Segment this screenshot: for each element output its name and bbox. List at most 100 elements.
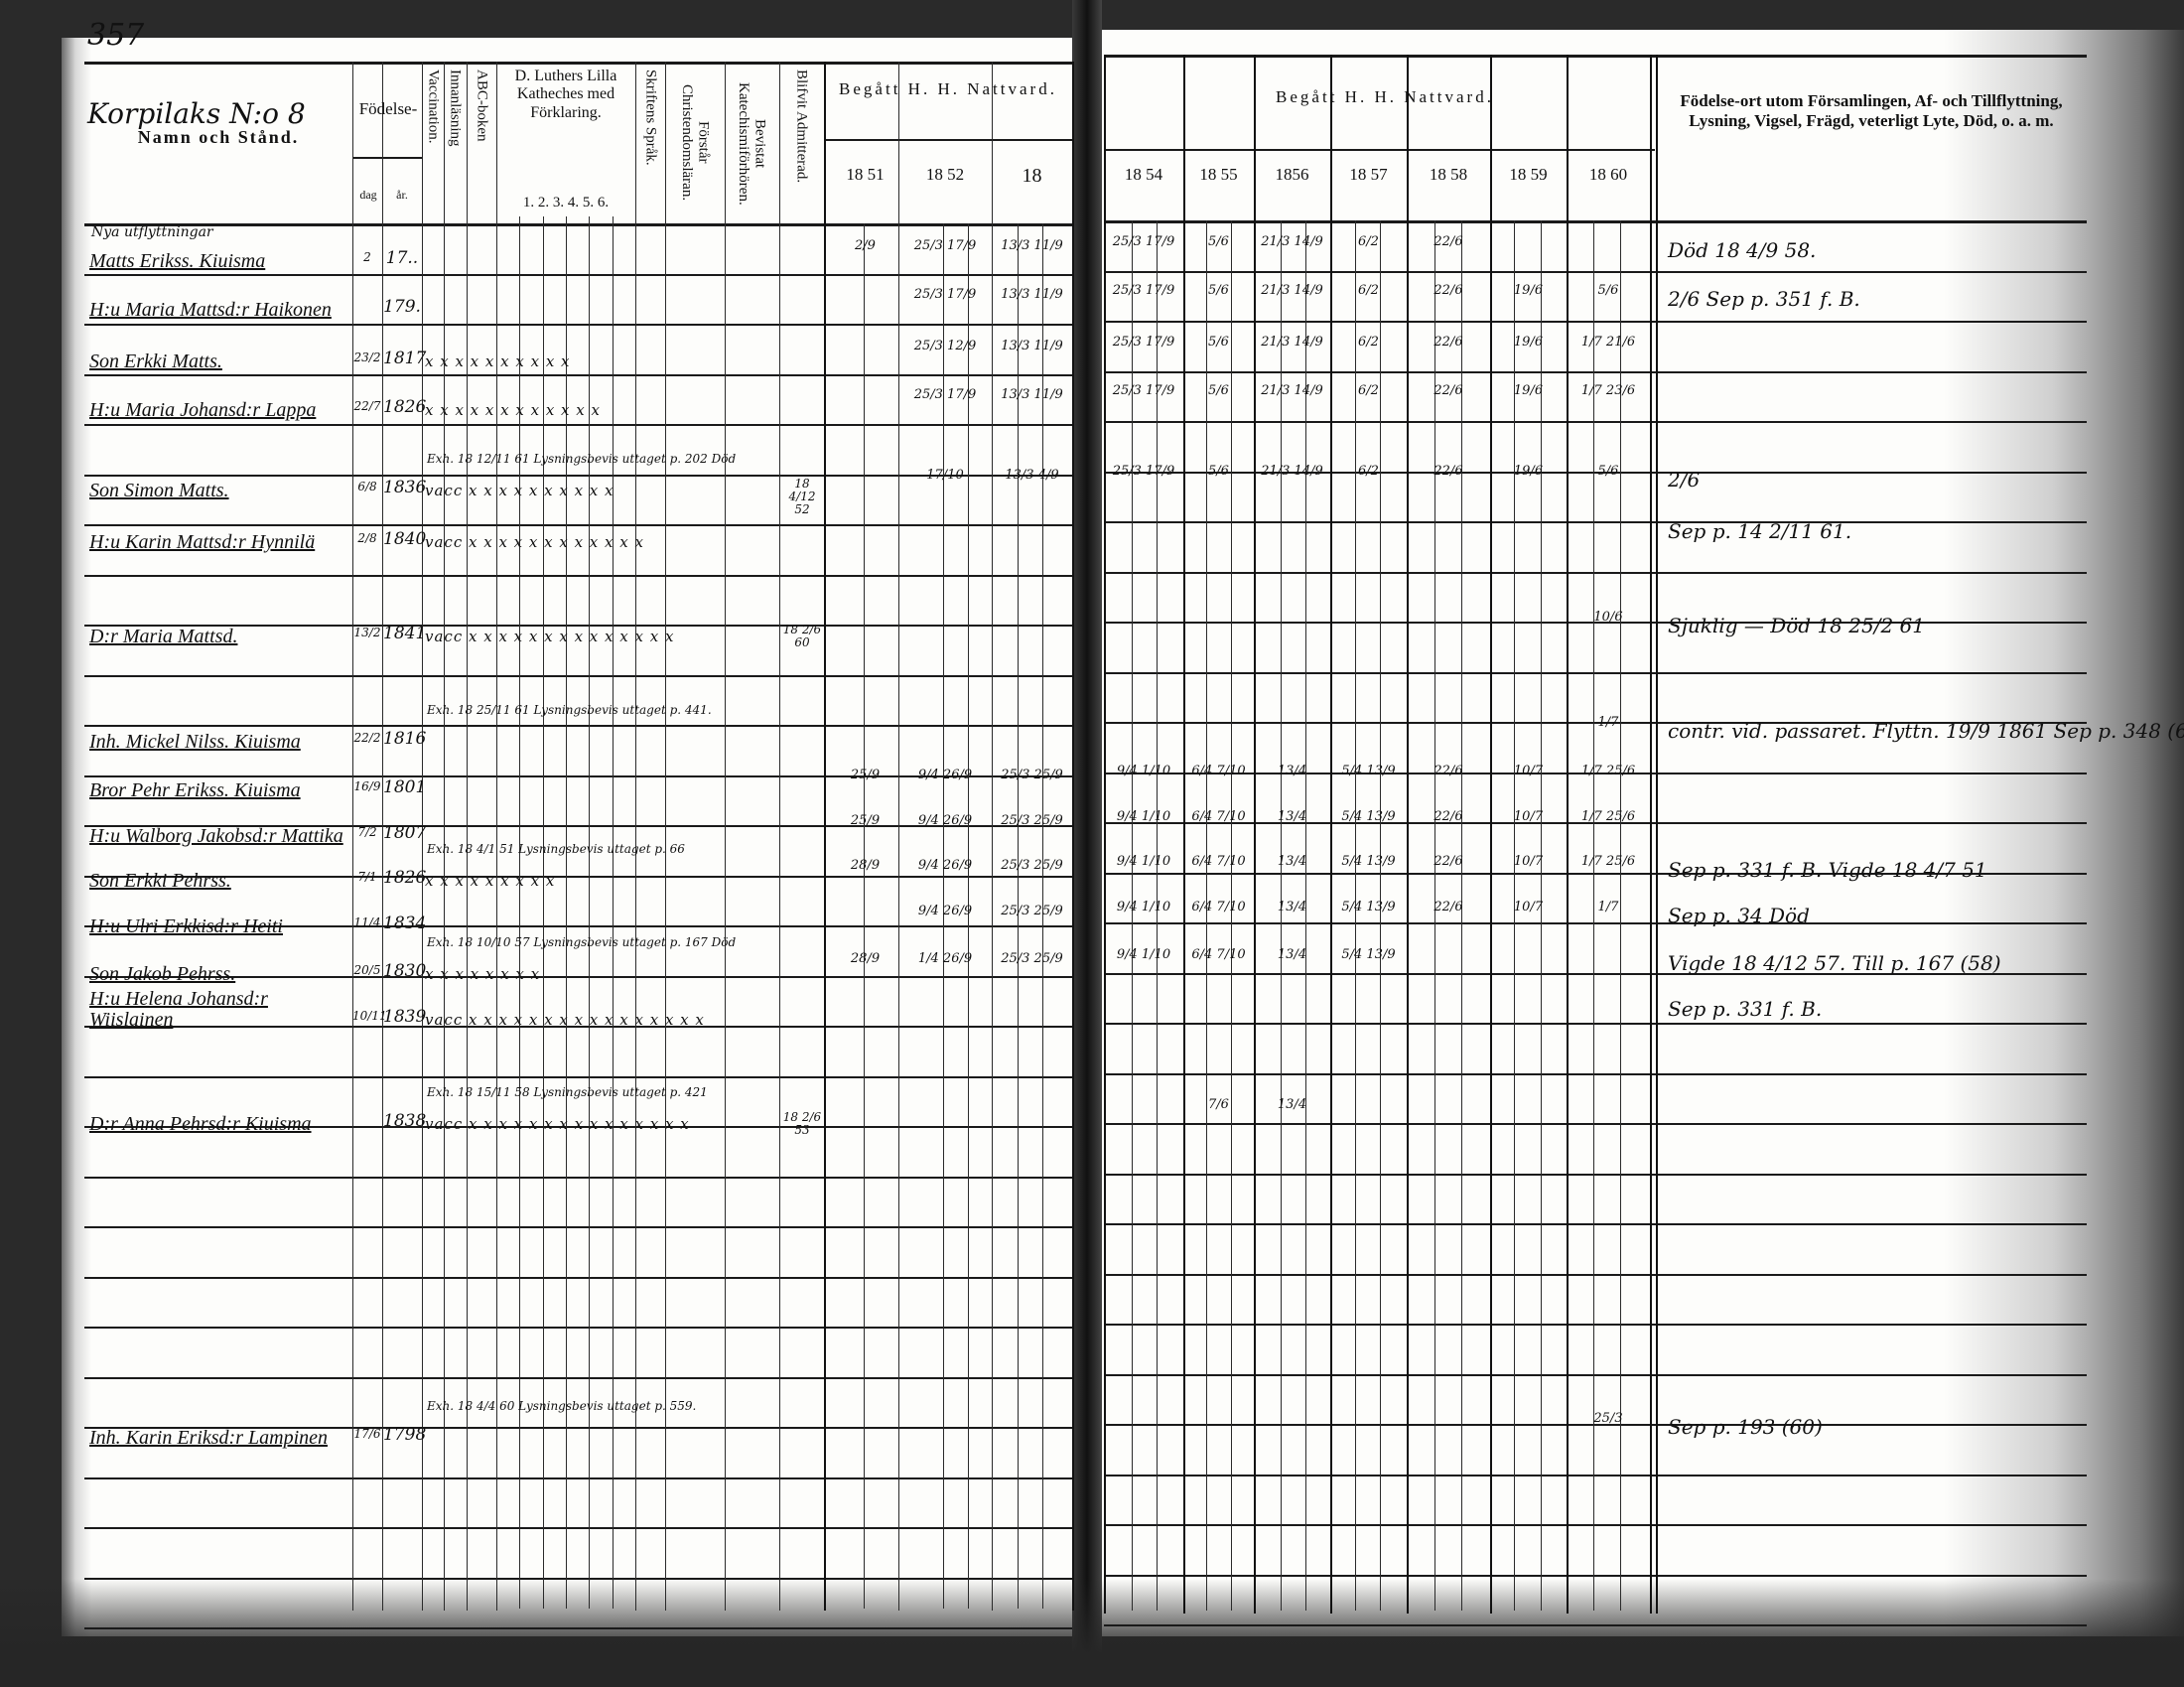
communion-header-left: Begått H. H. Nattvard. (839, 79, 1057, 98)
horizontal-rule (1104, 370, 2087, 373)
horizontal-rule (1104, 822, 2087, 824)
horizontal-rule (84, 62, 1072, 65)
birth-day: 22/7 (353, 399, 381, 413)
communion-mark: 25/3 12/9 (913, 339, 977, 353)
person-name: D:r Maria Mattsd. (89, 626, 238, 647)
vertical-rule (1254, 55, 1256, 1614)
horizontal-rule (1104, 972, 2087, 975)
communion-mark: 22/6 (1433, 335, 1463, 350)
vertical-rule (589, 216, 590, 1609)
communion-mark: 10/6 (1593, 610, 1623, 625)
person-name: H:u Walborg Jakobsd:r Mattika (89, 825, 343, 847)
communion-header-right: Begått H. H. Nattvard. (1276, 87, 1494, 106)
vertical-rule (725, 62, 726, 1611)
birth-year: 1817 (383, 349, 427, 368)
horizontal-rule (84, 625, 1072, 627)
communion-mark: 5/4 13/9 (1341, 900, 1396, 914)
remark: Sep p. 331 f. B. (1668, 997, 1823, 1021)
horizontal-rule (84, 674, 1072, 677)
book-gutter (1072, 0, 1102, 1687)
horizontal-rule (1104, 1072, 2087, 1075)
person-name: H:u Helena Johansd:r Wiislainen (89, 988, 268, 1031)
right-page (1092, 30, 2184, 1636)
communion-mark: 25/3 17/9 (1112, 383, 1175, 398)
horizontal-rule (1104, 471, 2087, 474)
birth-day: 2 (363, 250, 371, 264)
birth-year: 1834 (383, 914, 427, 933)
vertical-rule (898, 62, 899, 1611)
communion-mark: 21/3 14/9 (1261, 464, 1323, 479)
birth-day: 22/2 (353, 731, 381, 745)
communion-mark: 25/3 25/9 (1001, 858, 1063, 873)
reading-marks: x x x x x x x x x x (425, 352, 571, 370)
farm-title: Korpilaks N:o 8 (87, 97, 306, 130)
communion-mark: 5/6 (1597, 283, 1619, 298)
communion-mark: 13/4 (1277, 809, 1307, 824)
horizontal-rule (1104, 1524, 2087, 1526)
year-header-left-3: 18 (1022, 165, 1042, 187)
reading-marks: x x x x x x x x x (425, 872, 556, 890)
birth-year: 1839 (383, 1007, 427, 1027)
communion-mark: 9/4 26/9 (917, 768, 973, 782)
communion-mark: 1/7 23/6 (1580, 383, 1636, 398)
communion-mark: 25/3 17/9 (913, 238, 977, 253)
horizontal-rule (84, 1026, 1072, 1028)
vertical-rule (1541, 220, 1542, 1611)
horizontal-rule (352, 157, 422, 159)
horizontal-rule (84, 1577, 1072, 1580)
birth-year: 1798 (383, 1425, 427, 1445)
remark: 2/6 (1668, 468, 1701, 492)
vertical-rule (1104, 55, 1106, 1614)
communion-mark: 13/3 11/9 (1001, 339, 1063, 353)
person-name: Son Erkki Pehrss. (89, 870, 231, 892)
vertical-rule (943, 223, 944, 1609)
communion-mark: 10/7 (1513, 854, 1544, 869)
birth-day: 11/4 (353, 915, 381, 929)
admitted-header: Blifvit Admitterad. (793, 70, 810, 184)
communion-mark: 9/4 1/10 (1116, 947, 1171, 962)
horizontal-rule (84, 574, 1072, 577)
admitted-date: 18 4/12 52 (788, 477, 816, 517)
vertical-rule (444, 62, 445, 1611)
exam-note: Exh. 18 4/4 60 Lysningsbevis uttaget p. … (427, 1399, 697, 1413)
communion-mark: 21/3 14/9 (1261, 383, 1323, 398)
horizontal-rule (1104, 1123, 2087, 1125)
horizontal-rule (1104, 1173, 2087, 1176)
communion-mark: 17/10 (926, 468, 964, 483)
birth-day: 16/9 (353, 779, 381, 793)
person-name: Inh. Mickel Nilss. Kiuisma (89, 731, 301, 753)
vertical-rule (1490, 55, 1492, 1614)
birth-year: 1841 (383, 624, 427, 643)
birth-year: 1840 (383, 529, 427, 549)
communion-mark: 13/4 (1277, 900, 1307, 914)
horizontal-rule (84, 1427, 1072, 1429)
luther-parts-header: 1. 2. 3. 4. 5. 6. (522, 195, 610, 211)
horizontal-rule (84, 1176, 1072, 1179)
communion-mark: 19/6 (1513, 283, 1544, 298)
left-page (62, 38, 1084, 1636)
birth-year: 1816 (383, 729, 427, 749)
horizontal-rule (84, 1376, 1072, 1379)
year-header-right: 18 55 (1199, 165, 1238, 184)
communion-mark: 1/7 (1597, 715, 1619, 730)
communion-mark: 5/6 (1208, 335, 1229, 350)
exam-note: Exh. 18 15/11 58 Lysningsbevis uttaget p… (427, 1085, 708, 1099)
vertical-rule (613, 216, 614, 1609)
reading-marks: vacc x x x x x x x x x x x x x x x x (425, 1011, 705, 1029)
birth-day: 10/11 (352, 1009, 387, 1023)
vertical-rule (422, 62, 423, 1611)
admitted-date: 18 2/6 53 (782, 1110, 822, 1138)
person-name: H:u Maria Johansd:r Lappa (89, 399, 317, 421)
communion-mark: 9/4 1/10 (1116, 764, 1171, 778)
communion-mark: 1/7 25/6 (1580, 809, 1636, 824)
communion-mark: 6/2 (1358, 234, 1379, 249)
horizontal-rule (84, 1126, 1072, 1128)
horizontal-rule (84, 774, 1072, 777)
communion-mark: 22/6 (1433, 900, 1463, 914)
horizontal-rule (1104, 521, 2087, 523)
vertical-rule (1407, 55, 1409, 1614)
vertical-rule (1018, 223, 1019, 1609)
communion-mark: 13/3 11/9 (1001, 287, 1063, 302)
communion-mark: 9/4 26/9 (917, 858, 973, 873)
communion-mark: 6/2 (1358, 283, 1379, 298)
